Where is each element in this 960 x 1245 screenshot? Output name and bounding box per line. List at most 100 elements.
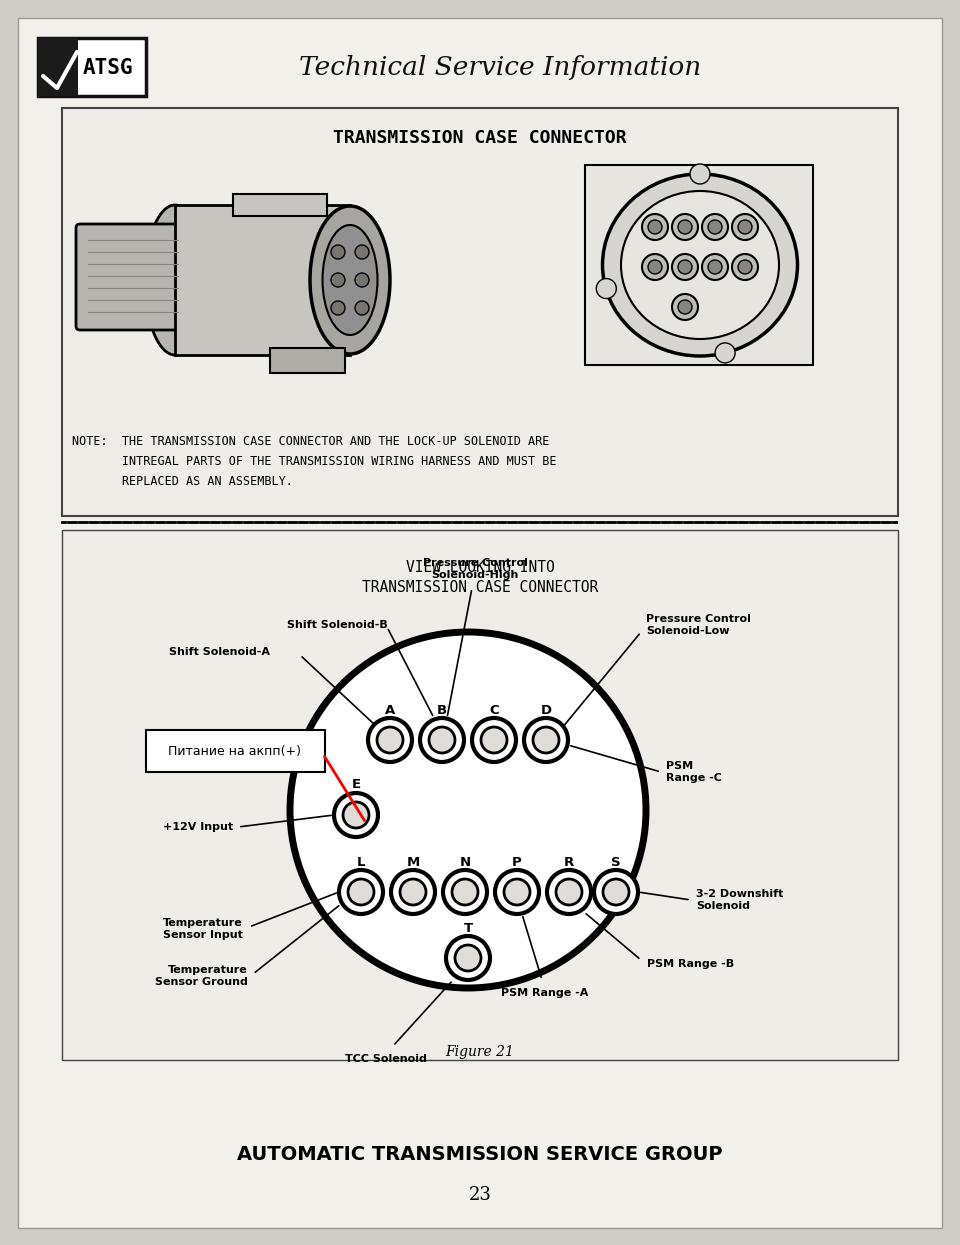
Circle shape	[343, 802, 369, 828]
Text: Pressure Control
Solenoid-Low: Pressure Control Solenoid-Low	[646, 614, 751, 636]
Circle shape	[678, 220, 692, 234]
Circle shape	[443, 870, 487, 914]
FancyBboxPatch shape	[270, 349, 345, 374]
Circle shape	[331, 301, 345, 315]
Circle shape	[446, 936, 490, 980]
Circle shape	[738, 260, 752, 274]
Text: PSM Range -B: PSM Range -B	[647, 959, 734, 969]
Circle shape	[495, 870, 539, 914]
Circle shape	[708, 220, 722, 234]
Circle shape	[339, 870, 383, 914]
Ellipse shape	[621, 190, 779, 339]
Text: TRANSMISSION CASE CONNECTOR: TRANSMISSION CASE CONNECTOR	[333, 129, 627, 147]
Circle shape	[738, 220, 752, 234]
Text: 3-2 Downshift
Solenoid: 3-2 Downshift Solenoid	[696, 889, 783, 911]
Circle shape	[732, 214, 758, 240]
FancyBboxPatch shape	[175, 205, 350, 355]
FancyBboxPatch shape	[76, 224, 189, 330]
Text: PSM Range -A: PSM Range -A	[501, 989, 588, 998]
Circle shape	[672, 254, 698, 280]
Circle shape	[556, 879, 582, 905]
Circle shape	[334, 793, 378, 837]
Text: R: R	[564, 855, 574, 869]
FancyBboxPatch shape	[18, 17, 942, 1228]
Text: Technical Service Information: Technical Service Information	[299, 56, 701, 81]
Circle shape	[533, 727, 559, 753]
Ellipse shape	[323, 225, 377, 335]
FancyBboxPatch shape	[38, 39, 78, 96]
Ellipse shape	[603, 174, 798, 356]
Circle shape	[368, 718, 412, 762]
Circle shape	[672, 294, 698, 320]
Circle shape	[355, 273, 369, 288]
FancyBboxPatch shape	[233, 194, 327, 215]
Circle shape	[596, 279, 616, 299]
Text: Temperature
Sensor Input: Temperature Sensor Input	[163, 918, 243, 940]
Text: B: B	[437, 703, 447, 717]
Text: D: D	[540, 703, 552, 717]
FancyBboxPatch shape	[146, 730, 325, 772]
Text: Temperature
Sensor Ground: Temperature Sensor Ground	[156, 965, 248, 987]
Circle shape	[702, 214, 728, 240]
Circle shape	[678, 260, 692, 274]
Text: E: E	[351, 778, 361, 792]
Ellipse shape	[310, 205, 390, 354]
Text: Shift Solenoid-B: Shift Solenoid-B	[287, 620, 388, 630]
Text: TRANSMISSION CASE CONNECTOR: TRANSMISSION CASE CONNECTOR	[362, 580, 598, 595]
Circle shape	[481, 727, 507, 753]
Circle shape	[702, 254, 728, 280]
Circle shape	[420, 718, 464, 762]
Text: A: A	[385, 703, 396, 717]
FancyBboxPatch shape	[62, 108, 898, 515]
Circle shape	[331, 273, 345, 288]
Circle shape	[400, 879, 426, 905]
Text: AUTOMATIC TRANSMISSION SERVICE GROUP: AUTOMATIC TRANSMISSION SERVICE GROUP	[237, 1145, 723, 1164]
Text: VIEW LOOKING INTO: VIEW LOOKING INTO	[406, 560, 554, 575]
FancyBboxPatch shape	[62, 530, 898, 1059]
Circle shape	[648, 220, 662, 234]
Circle shape	[642, 254, 668, 280]
Text: NOTE:  THE TRANSMISSION CASE CONNECTOR AND THE LOCK-UP SOLENOID ARE
       INTRE: NOTE: THE TRANSMISSION CASE CONNECTOR AN…	[72, 435, 557, 488]
Circle shape	[472, 718, 516, 762]
Circle shape	[594, 870, 638, 914]
Text: PSM
Range -C: PSM Range -C	[666, 761, 722, 783]
Circle shape	[391, 870, 435, 914]
Circle shape	[732, 254, 758, 280]
Circle shape	[678, 300, 692, 314]
Circle shape	[377, 727, 403, 753]
Text: 23: 23	[468, 1186, 492, 1204]
Circle shape	[715, 342, 735, 362]
Circle shape	[331, 245, 345, 259]
Circle shape	[348, 879, 374, 905]
Text: Figure 21: Figure 21	[445, 1045, 515, 1059]
Text: M: M	[406, 855, 420, 869]
Circle shape	[504, 879, 530, 905]
Text: T: T	[464, 921, 472, 935]
Text: TCC Solenoid: TCC Solenoid	[345, 1055, 427, 1064]
Circle shape	[429, 727, 455, 753]
Text: Питание на акпп(+): Питание на акпп(+)	[169, 745, 301, 757]
Circle shape	[708, 260, 722, 274]
Circle shape	[547, 870, 591, 914]
Circle shape	[452, 879, 478, 905]
Circle shape	[672, 214, 698, 240]
Circle shape	[524, 718, 568, 762]
Text: S: S	[612, 855, 621, 869]
FancyBboxPatch shape	[585, 166, 813, 365]
Text: +12V Input: +12V Input	[163, 822, 233, 832]
Text: P: P	[512, 855, 522, 869]
Text: C: C	[490, 703, 499, 717]
Circle shape	[355, 301, 369, 315]
Text: Pressure Control
Solenoid-High: Pressure Control Solenoid-High	[422, 558, 527, 580]
Circle shape	[355, 245, 369, 259]
Text: N: N	[460, 855, 470, 869]
Circle shape	[648, 260, 662, 274]
Circle shape	[603, 879, 629, 905]
Ellipse shape	[145, 205, 205, 355]
Text: Shift Solenoid-A: Shift Solenoid-A	[169, 647, 270, 657]
Text: ATSG: ATSG	[83, 59, 133, 78]
FancyBboxPatch shape	[38, 39, 146, 96]
Circle shape	[290, 632, 646, 989]
Text: L: L	[357, 855, 365, 869]
Circle shape	[690, 164, 710, 184]
